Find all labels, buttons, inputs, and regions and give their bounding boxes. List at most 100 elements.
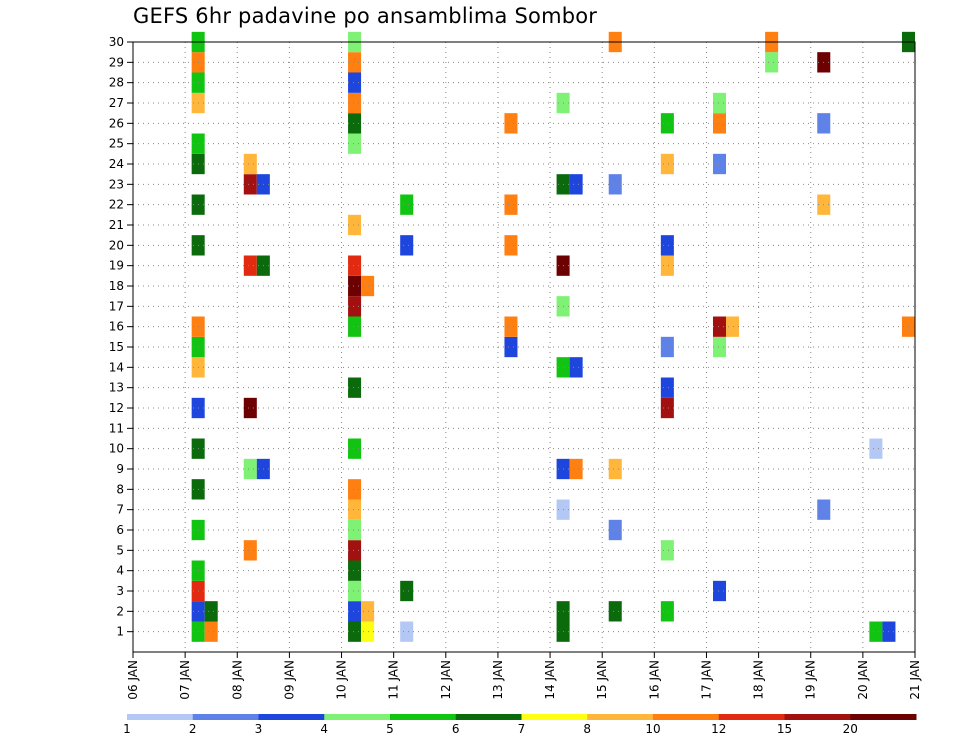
- heatmap-cell: [243, 255, 257, 276]
- legend-label: 1: [123, 722, 131, 736]
- y-tick-label: 25: [109, 137, 124, 151]
- legend-swatch: [653, 714, 720, 720]
- heatmap-cell: [243, 540, 257, 561]
- y-tick-label: 30: [109, 35, 124, 49]
- heatmap-cell: [243, 153, 257, 175]
- x-tick-label: 06 JAN: [126, 660, 140, 700]
- heatmap-cell: [660, 540, 674, 561]
- x-tick-label: 20 JAN: [856, 660, 870, 700]
- y-tick-label: 29: [109, 55, 124, 69]
- heatmap-cell: [712, 580, 727, 602]
- heatmap-cell: [348, 133, 362, 154]
- x-tick-label: 13 JAN: [491, 660, 505, 700]
- heatmap-cell: [361, 601, 375, 622]
- legend-swatch: [390, 714, 457, 720]
- y-tick-label: 26: [109, 116, 124, 130]
- heatmap-cell: [348, 479, 362, 500]
- y-tick-label: 10: [109, 442, 124, 456]
- x-tick-label: 09 JAN: [282, 660, 296, 700]
- y-tick-label: 9: [116, 462, 124, 476]
- heatmap-cell: [660, 113, 674, 134]
- y-tick-label: 1: [116, 625, 124, 639]
- heatmap-cell: [348, 52, 362, 73]
- y-tick-label: 7: [116, 503, 124, 517]
- legend-label: 15: [777, 722, 792, 736]
- y-axis-ticks: 1234567891011121314151617181920212223242…: [109, 35, 133, 639]
- x-tick-label: 16 JAN: [647, 660, 661, 700]
- y-tick-label: 14: [109, 360, 124, 374]
- heatmap-cell: [869, 438, 883, 459]
- heatmap-cell: [608, 458, 622, 480]
- legend-swatch: [192, 714, 259, 720]
- heatmap-cell: [504, 235, 518, 256]
- heatmap-cell: [765, 52, 779, 73]
- x-tick-label: 07 JAN: [178, 660, 192, 700]
- legend-swatch: [455, 714, 522, 720]
- y-tick-label: 3: [116, 584, 124, 598]
- heatmap-cell: [504, 194, 518, 215]
- heatmap-cell: [608, 601, 622, 622]
- heatmap-cell: [348, 72, 362, 93]
- heatmap-cell: [243, 458, 257, 480]
- heatmap-cell: [660, 336, 674, 358]
- heatmap-cell: [504, 336, 518, 358]
- y-tick-label: 6: [116, 523, 124, 537]
- legend-swatch: [784, 714, 851, 720]
- heatmap-cell: [348, 255, 362, 276]
- chart-title: GEFS 6hr padavine po ansamblima Sombor: [133, 4, 598, 28]
- heatmap-cell: [400, 235, 414, 256]
- heatmap-cell: [660, 255, 674, 276]
- heatmap-cell: [660, 153, 674, 175]
- x-tick-label: 19 JAN: [804, 660, 818, 700]
- x-tick-label: 17 JAN: [699, 660, 713, 700]
- heatmap-cell: [869, 621, 883, 642]
- heatmap-cell: [504, 316, 518, 337]
- y-tick-label: 2: [116, 604, 124, 618]
- heatmap-cell: [204, 621, 218, 642]
- heatmap-cell: [348, 92, 362, 114]
- y-tick-label: 15: [109, 340, 124, 354]
- legend-swatch: [521, 714, 588, 720]
- heatmap-cell: [348, 580, 362, 602]
- heatmap-cell: [348, 601, 362, 622]
- legend-label: 3: [255, 722, 263, 736]
- color-legend: 1 2 3 4 5 6 7 8 10 12 15 20: [123, 714, 917, 736]
- heatmap-cell: [712, 153, 727, 175]
- heatmap-cell: [569, 357, 583, 378]
- heatmap-cell: [361, 275, 375, 297]
- heatmap-cell: [348, 621, 362, 642]
- y-tick-label: 22: [109, 198, 124, 212]
- x-tick-label: 11 JAN: [387, 660, 401, 700]
- heatmap-cell: [348, 519, 362, 541]
- x-tick-label: 08 JAN: [230, 660, 244, 700]
- y-tick-label: 19: [109, 259, 124, 273]
- heatmap-cell: [608, 174, 622, 195]
- grid-lines: [133, 41, 915, 652]
- legend-swatch: [718, 714, 785, 720]
- heatmap-cell: [608, 519, 622, 541]
- heatmap-cell: [348, 296, 362, 317]
- heatmap-cell: [726, 316, 740, 337]
- heatmap-cell: [569, 458, 583, 480]
- x-tick-label: 21 JAN: [908, 660, 922, 700]
- legend-swatch: [127, 714, 194, 720]
- heatmap-cell: [243, 174, 257, 195]
- heatmap-cell: [243, 397, 257, 419]
- y-tick-label: 12: [109, 401, 124, 415]
- heatmap-cell: [400, 194, 414, 215]
- heatmap-cell: [660, 377, 674, 398]
- heatmap-cell: [660, 235, 674, 256]
- y-tick-label: 17: [109, 299, 124, 313]
- legend-label: 12: [711, 722, 726, 736]
- legend-label: 20: [843, 722, 858, 736]
- heatmap-cell: [348, 377, 362, 398]
- heatmap-cell: [348, 275, 362, 297]
- x-tick-label: 18 JAN: [752, 660, 766, 700]
- y-tick-label: 24: [109, 157, 124, 171]
- heatmap-cell: [712, 336, 727, 358]
- legend-swatch: [850, 714, 917, 720]
- heatmap-cell: [348, 113, 362, 134]
- x-tick-label: 12 JAN: [439, 660, 453, 700]
- heatmap-cell: [400, 621, 414, 642]
